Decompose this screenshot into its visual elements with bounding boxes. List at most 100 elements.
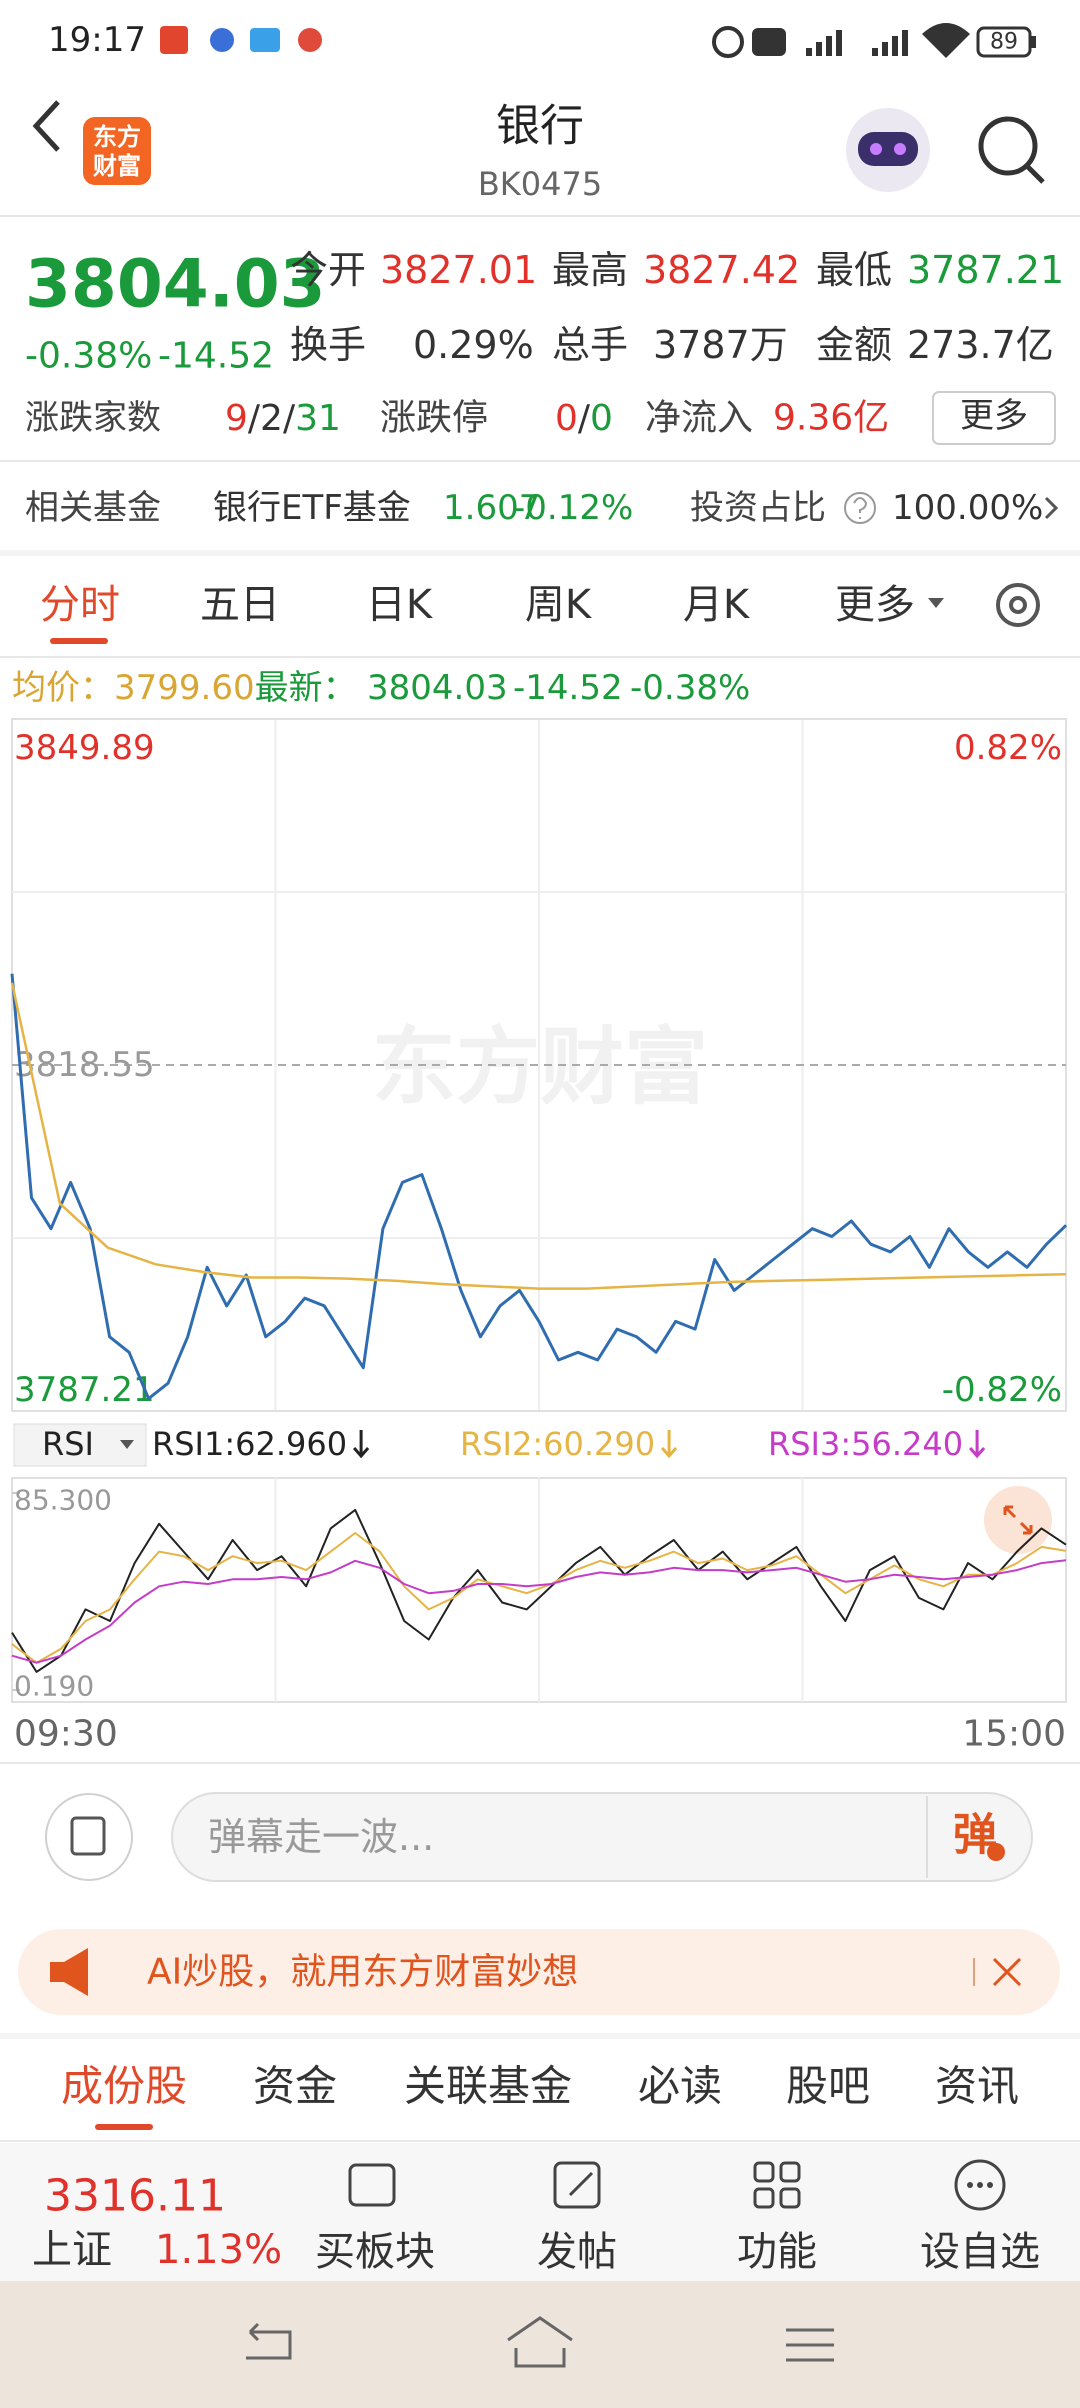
post-icon-pen <box>568 2171 594 2197</box>
section-tab[interactable]: 股吧 <box>786 2062 870 2111</box>
nav-menu[interactable] <box>786 2328 834 2362</box>
series-line <box>10 973 1068 1401</box>
toolbar-button[interactable]: 发帖 <box>537 2229 617 2275</box>
limit-value-part: / <box>578 398 591 439</box>
dot <box>987 2182 993 2188</box>
signal-icon <box>872 30 908 56</box>
section-tab[interactable]: 必读 <box>638 2062 722 2111</box>
series-line <box>11 1508 1067 1673</box>
breadth-value-part: / <box>283 398 296 439</box>
fund-chevron[interactable] <box>1044 496 1059 520</box>
toolbar-icons <box>348 2159 1006 2211</box>
field-value: 3827.42 <box>643 248 800 292</box>
time-label: 09:30 <box>14 1714 118 1755</box>
dropdown-arrow <box>120 1440 134 1449</box>
banner-close[interactable] <box>992 1957 1022 1987</box>
battery-tip <box>1031 36 1036 48</box>
toolbar <box>0 2143 1080 2281</box>
period-tab[interactable]: 日K <box>366 582 434 628</box>
limit-label: 涨跌停 <box>380 398 488 439</box>
post-icon <box>553 2161 601 2209</box>
help-icon[interactable] <box>844 492 876 524</box>
more-button[interactable] <box>932 391 1056 445</box>
legend-arrow <box>352 1430 370 1459</box>
banner[interactable] <box>18 1929 1060 2015</box>
avatar-eye <box>870 143 882 155</box>
toolbar-button[interactable]: 设自选 <box>920 2229 1040 2275</box>
settings-button[interactable] <box>996 583 1040 627</box>
comment-send[interactable]: 弹 <box>953 1810 997 1861</box>
series-line <box>10 982 1067 1290</box>
section-tab[interactable]: 关联基金 <box>404 2062 572 2111</box>
y-tick-label: 3849.89 <box>14 728 155 768</box>
legend-label: RSI1:62.960 <box>152 1425 347 1463</box>
index-value: 3316.11 <box>44 2171 226 2222</box>
assistant-avatar[interactable] <box>846 108 930 192</box>
expand-icon <box>1003 1505 1033 1535</box>
period-tab[interactable]: 分时 <box>40 582 120 628</box>
breadth-value-part: / <box>248 398 261 439</box>
rsi-selector-label[interactable]: RSI <box>42 1425 94 1463</box>
buy-icon <box>348 2163 396 2207</box>
period-tab[interactable]: 五日 <box>200 582 280 628</box>
megaphone-icon <box>50 1948 88 1996</box>
nav-back[interactable] <box>246 2322 292 2360</box>
ratio-label: 投资占比 <box>690 488 826 528</box>
period-tab[interactable]: 月K <box>683 582 751 628</box>
period-tab[interactable]: 周K <box>525 582 593 628</box>
price-info-part: 最新： <box>255 668 357 708</box>
section-tab[interactable]: 资金 <box>253 2062 337 2111</box>
battery-level: 89 <box>990 30 1018 55</box>
avatar-eye <box>894 143 906 155</box>
watch-icon <box>954 2159 1006 2211</box>
toolbar-button[interactable]: 功能 <box>737 2229 817 2275</box>
avatar-face <box>858 132 918 166</box>
more-label[interactable]: 更多 <box>960 396 1028 436</box>
page-title: 银行 <box>496 101 584 152</box>
comment-settings[interactable] <box>45 1793 133 1881</box>
send-badge <box>987 1843 1005 1861</box>
expand-button[interactable] <box>984 1486 1052 1554</box>
app-icon <box>210 28 234 52</box>
search-button[interactable] <box>978 116 1045 184</box>
field-label: 总手 <box>552 323 628 367</box>
inflow-label: 净流入 <box>645 398 753 439</box>
banner-text: AI炒股，就用东方财富妙想 <box>147 1952 578 1993</box>
comment-input[interactable] <box>171 1792 1033 1882</box>
nav-home[interactable] <box>507 2316 573 2368</box>
period-tab[interactable]: 更多 <box>835 582 915 628</box>
battery-icon <box>976 26 1032 58</box>
func-icon <box>753 2161 775 2183</box>
field-label: 最低 <box>816 248 892 292</box>
field-value: 3787万 <box>653 323 788 367</box>
watch-dots <box>967 2182 993 2188</box>
tab-underline <box>50 638 108 644</box>
breadth-value-part: 2 <box>260 398 283 439</box>
status-time: 19:17 <box>48 20 146 60</box>
info-change: -14.52 <box>513 668 623 708</box>
back-button[interactable] <box>32 100 60 152</box>
field-value: 273.7亿 <box>907 323 1054 367</box>
field-label: 今开 <box>290 248 366 292</box>
limit-value-part: 0 <box>590 398 613 439</box>
index-change: 1.13% <box>155 2227 282 2273</box>
section-tab[interactable]: 资讯 <box>935 2062 1019 2111</box>
breadth-value: 9/2/31 <box>225 398 341 439</box>
breadth-label: 涨跌家数 <box>25 398 161 438</box>
change: -14.52 <box>158 336 274 377</box>
logo-text: 东方 <box>93 123 141 151</box>
section-tab[interactable]: 成份股 <box>61 2062 187 2111</box>
gear-icon <box>1009 596 1027 614</box>
legend-arrow <box>968 1430 986 1459</box>
info-change-pct: -0.38% <box>630 668 750 708</box>
stock-code: BK0475 <box>478 165 602 203</box>
field-value: 3787.21 <box>907 248 1064 292</box>
comment-placeholder[interactable]: 弹幕走一波... <box>208 1815 434 1859</box>
fund-name[interactable]: 银行ETF基金 <box>213 488 411 528</box>
divider <box>0 550 1080 556</box>
fund-change: -0.12% <box>513 488 633 528</box>
limit-value: 0/0 <box>555 398 613 439</box>
section-underline <box>95 2124 153 2130</box>
toolbar-button[interactable]: 买板块 <box>315 2229 435 2275</box>
